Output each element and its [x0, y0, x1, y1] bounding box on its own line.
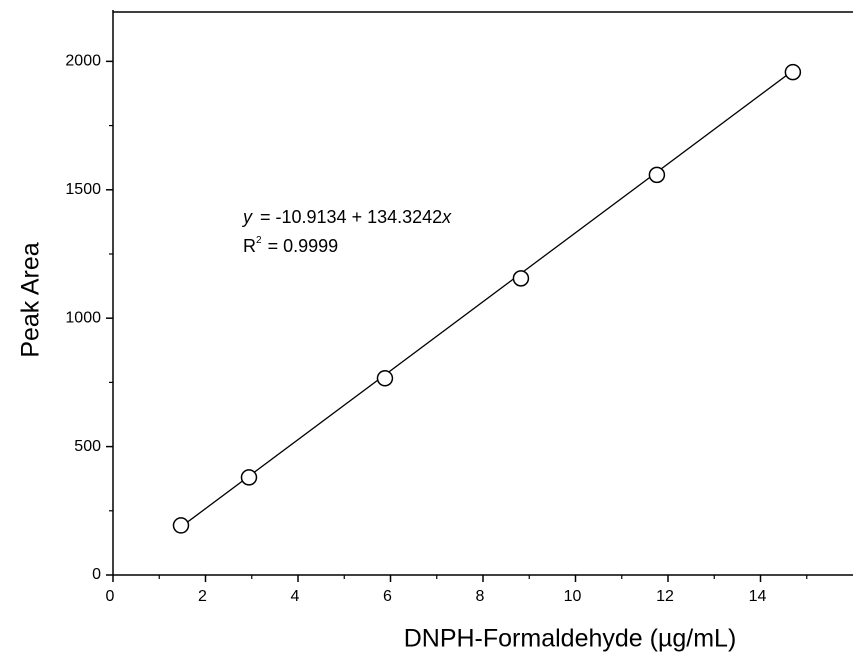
data-point [172, 517, 190, 534]
r-squared-r: R [243, 236, 256, 256]
y-tick-label: 1500 [65, 181, 101, 198]
x-tick-label: 10 [564, 588, 582, 605]
data-point [784, 63, 802, 81]
equation: y = -10.9134 + 134.3242x [241, 207, 452, 227]
x-tick-label: 8 [476, 588, 485, 605]
equation-x: x [441, 207, 452, 227]
x-tick-label: 0 [106, 588, 115, 605]
x-tick-label: 12 [656, 588, 674, 605]
r-squared-sup: 2 [256, 235, 262, 246]
y-tick-label: 500 [74, 438, 101, 455]
x-tick-label: 4 [291, 588, 300, 605]
fit-line [177, 70, 794, 530]
data-point [512, 270, 530, 287]
y-tick-label: 0 [92, 566, 101, 583]
x-tick-label: 6 [383, 588, 392, 605]
y-tick-label: 1000 [65, 309, 101, 326]
data-point [240, 469, 258, 486]
r-squared-body: = 0.9999 [268, 236, 339, 256]
r-squared: R2 = 0.9999 [243, 235, 338, 256]
x-tick-label: 2 [198, 588, 207, 605]
y-axis-label: Peak Area [17, 242, 45, 357]
equation-y: y [241, 207, 253, 227]
data-point [376, 370, 394, 387]
x-axis-label: DNPH-Formaldehyde (µg/mL) [404, 625, 737, 653]
x-tick-label: 14 [749, 588, 767, 605]
data-point [648, 166, 666, 184]
equation-body: = -10.9134 + 134.3242 [260, 207, 442, 227]
y-tick-label: 2000 [65, 53, 101, 70]
